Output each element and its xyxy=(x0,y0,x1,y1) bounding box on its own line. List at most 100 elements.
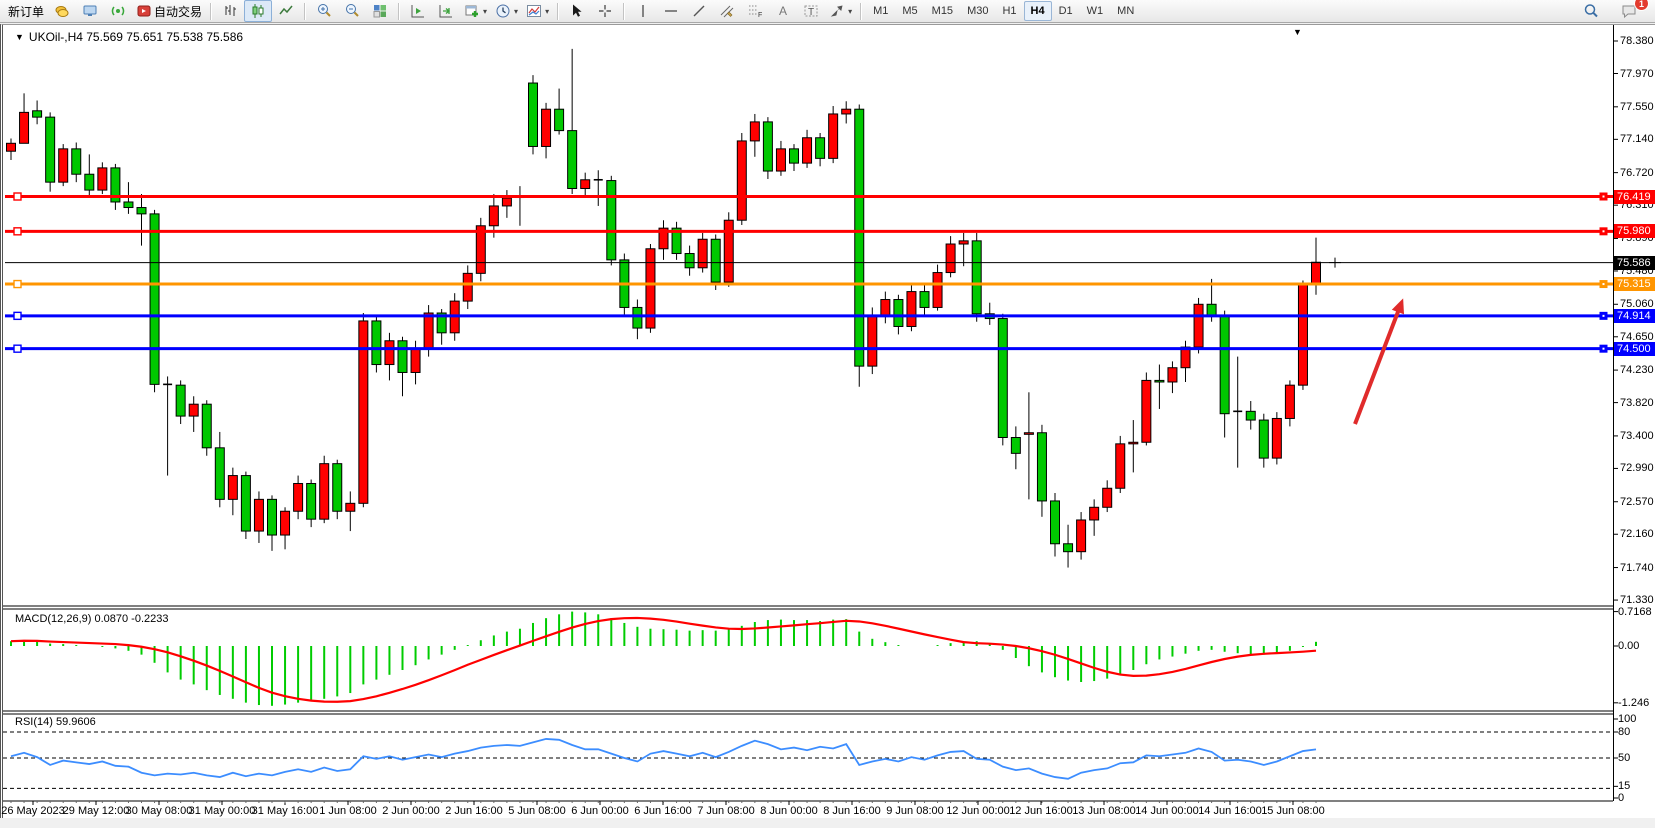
candle-body[interactable] xyxy=(136,207,147,215)
candle-body[interactable] xyxy=(1036,432,1047,502)
candle-body[interactable] xyxy=(671,227,682,255)
candle-body[interactable] xyxy=(358,320,369,504)
candle-body[interactable] xyxy=(201,403,212,449)
candle-body[interactable] xyxy=(345,502,356,512)
line-handle[interactable] xyxy=(13,344,22,353)
candle-body[interactable] xyxy=(762,121,773,172)
candle-body[interactable] xyxy=(1193,303,1204,348)
candle-body[interactable] xyxy=(632,306,643,329)
timeframe-m5[interactable]: M5 xyxy=(902,5,918,17)
text-label-button[interactable]: T xyxy=(797,0,825,22)
candle-body[interactable] xyxy=(1023,432,1034,435)
cursor-button[interactable] xyxy=(563,0,591,22)
text-button[interactable]: A xyxy=(769,0,797,22)
candle-body[interactable] xyxy=(123,201,134,209)
candle-body[interactable] xyxy=(488,205,499,227)
candle-body[interactable] xyxy=(1076,519,1087,553)
candle-body[interactable] xyxy=(971,240,982,315)
candle-body[interactable] xyxy=(280,510,291,536)
finance-button[interactable] xyxy=(48,0,76,22)
candle-body[interactable] xyxy=(710,238,721,283)
autoscroll-button[interactable] xyxy=(404,0,432,22)
arrows-button[interactable]: ▾ xyxy=(825,0,856,22)
candle-body[interactable] xyxy=(554,108,565,132)
annotation-arrow[interactable] xyxy=(1353,303,1403,425)
candle-body[interactable] xyxy=(371,320,382,366)
candle-body[interactable] xyxy=(1284,384,1295,419)
candle-body[interactable] xyxy=(97,167,108,191)
candle-body[interactable] xyxy=(1297,283,1308,386)
chart-menu-arrow-icon[interactable]: ▼ xyxy=(15,32,24,42)
candle-body[interactable] xyxy=(723,219,734,283)
community-button[interactable] xyxy=(76,0,104,22)
candle-body[interactable] xyxy=(462,272,473,302)
candle-body[interactable] xyxy=(45,116,56,183)
autotrading-button[interactable]: 自动交易 xyxy=(132,0,206,22)
candle-body[interactable] xyxy=(1245,410,1256,421)
candle-body[interactable] xyxy=(32,110,43,118)
candle-body[interactable] xyxy=(906,291,917,327)
candle-body[interactable] xyxy=(567,130,578,189)
timeframe-m15[interactable]: M15 xyxy=(931,5,954,17)
fibonacci-button[interactable]: F xyxy=(741,0,769,22)
candle-body[interactable] xyxy=(397,340,408,373)
candle-body[interactable] xyxy=(293,482,304,512)
candle-body[interactable] xyxy=(253,498,264,532)
candle-body[interactable] xyxy=(175,384,186,417)
chart-shift-button[interactable] xyxy=(432,0,460,22)
crosshair-button[interactable] xyxy=(591,0,619,22)
vertical-line-button[interactable] xyxy=(629,0,657,22)
line-chart-button[interactable] xyxy=(272,0,300,22)
candle-body[interactable] xyxy=(775,148,786,172)
candle-body[interactable] xyxy=(1180,346,1191,369)
candle-body[interactable] xyxy=(789,148,799,164)
chat-button[interactable]: 1 xyxy=(1615,0,1649,22)
candle-body[interactable] xyxy=(188,403,199,417)
candle-body[interactable] xyxy=(1154,379,1165,383)
candle-body[interactable] xyxy=(1089,506,1100,521)
candle-body[interactable] xyxy=(1219,314,1230,415)
trendline-button[interactable] xyxy=(685,0,713,22)
candle-body[interactable] xyxy=(423,312,434,350)
candle-body[interactable] xyxy=(1115,443,1126,489)
tile-windows-button[interactable] xyxy=(366,0,394,22)
candle-body[interactable] xyxy=(880,299,891,316)
indicators-button[interactable]: ▾ xyxy=(522,0,553,22)
candle-body[interactable] xyxy=(319,463,330,520)
candle-body[interactable] xyxy=(528,82,538,147)
candle-body[interactable] xyxy=(1167,367,1178,383)
chart-shift-marker-icon[interactable]: ▼ xyxy=(1293,27,1302,37)
candle-body[interactable] xyxy=(697,238,708,269)
candle-body[interactable] xyxy=(1128,441,1139,445)
candle-body[interactable] xyxy=(841,108,852,115)
timeframe-h4[interactable]: H4 xyxy=(1023,1,1052,21)
timeframe-m1[interactable]: M1 xyxy=(873,5,889,17)
candle-body[interactable] xyxy=(240,475,251,532)
candle-body[interactable] xyxy=(958,240,969,245)
line-handle[interactable] xyxy=(13,192,22,201)
candle-body[interactable] xyxy=(1206,303,1217,316)
candle-body[interactable] xyxy=(227,475,238,500)
candle-body[interactable] xyxy=(684,253,695,269)
zoom-out-button[interactable] xyxy=(338,0,366,22)
candle-body[interactable] xyxy=(749,121,760,142)
bar-chart-button[interactable] xyxy=(216,0,244,22)
line-handle[interactable] xyxy=(13,279,22,289)
candle-body[interactable] xyxy=(736,140,747,221)
search-button[interactable] xyxy=(1577,0,1605,22)
candle-body[interactable] xyxy=(84,173,95,191)
candle-body[interactable] xyxy=(475,225,486,274)
candle-body[interactable] xyxy=(1050,500,1060,545)
new-order-button[interactable]: 新订单 xyxy=(4,0,48,22)
candle-body[interactable] xyxy=(541,108,552,147)
candle-body[interactable] xyxy=(71,148,82,175)
timeframe-h1[interactable]: H1 xyxy=(1002,5,1017,17)
horizontal-line-button[interactable] xyxy=(657,0,685,22)
candle-body[interactable] xyxy=(384,340,395,366)
candle-body[interactable] xyxy=(6,142,16,152)
candlestick-chart-button[interactable] xyxy=(244,0,273,22)
candle-body[interactable] xyxy=(1141,379,1152,443)
zoom-in-button[interactable] xyxy=(310,0,338,22)
candle-body[interactable] xyxy=(945,243,956,274)
candle-body[interactable] xyxy=(828,113,839,159)
